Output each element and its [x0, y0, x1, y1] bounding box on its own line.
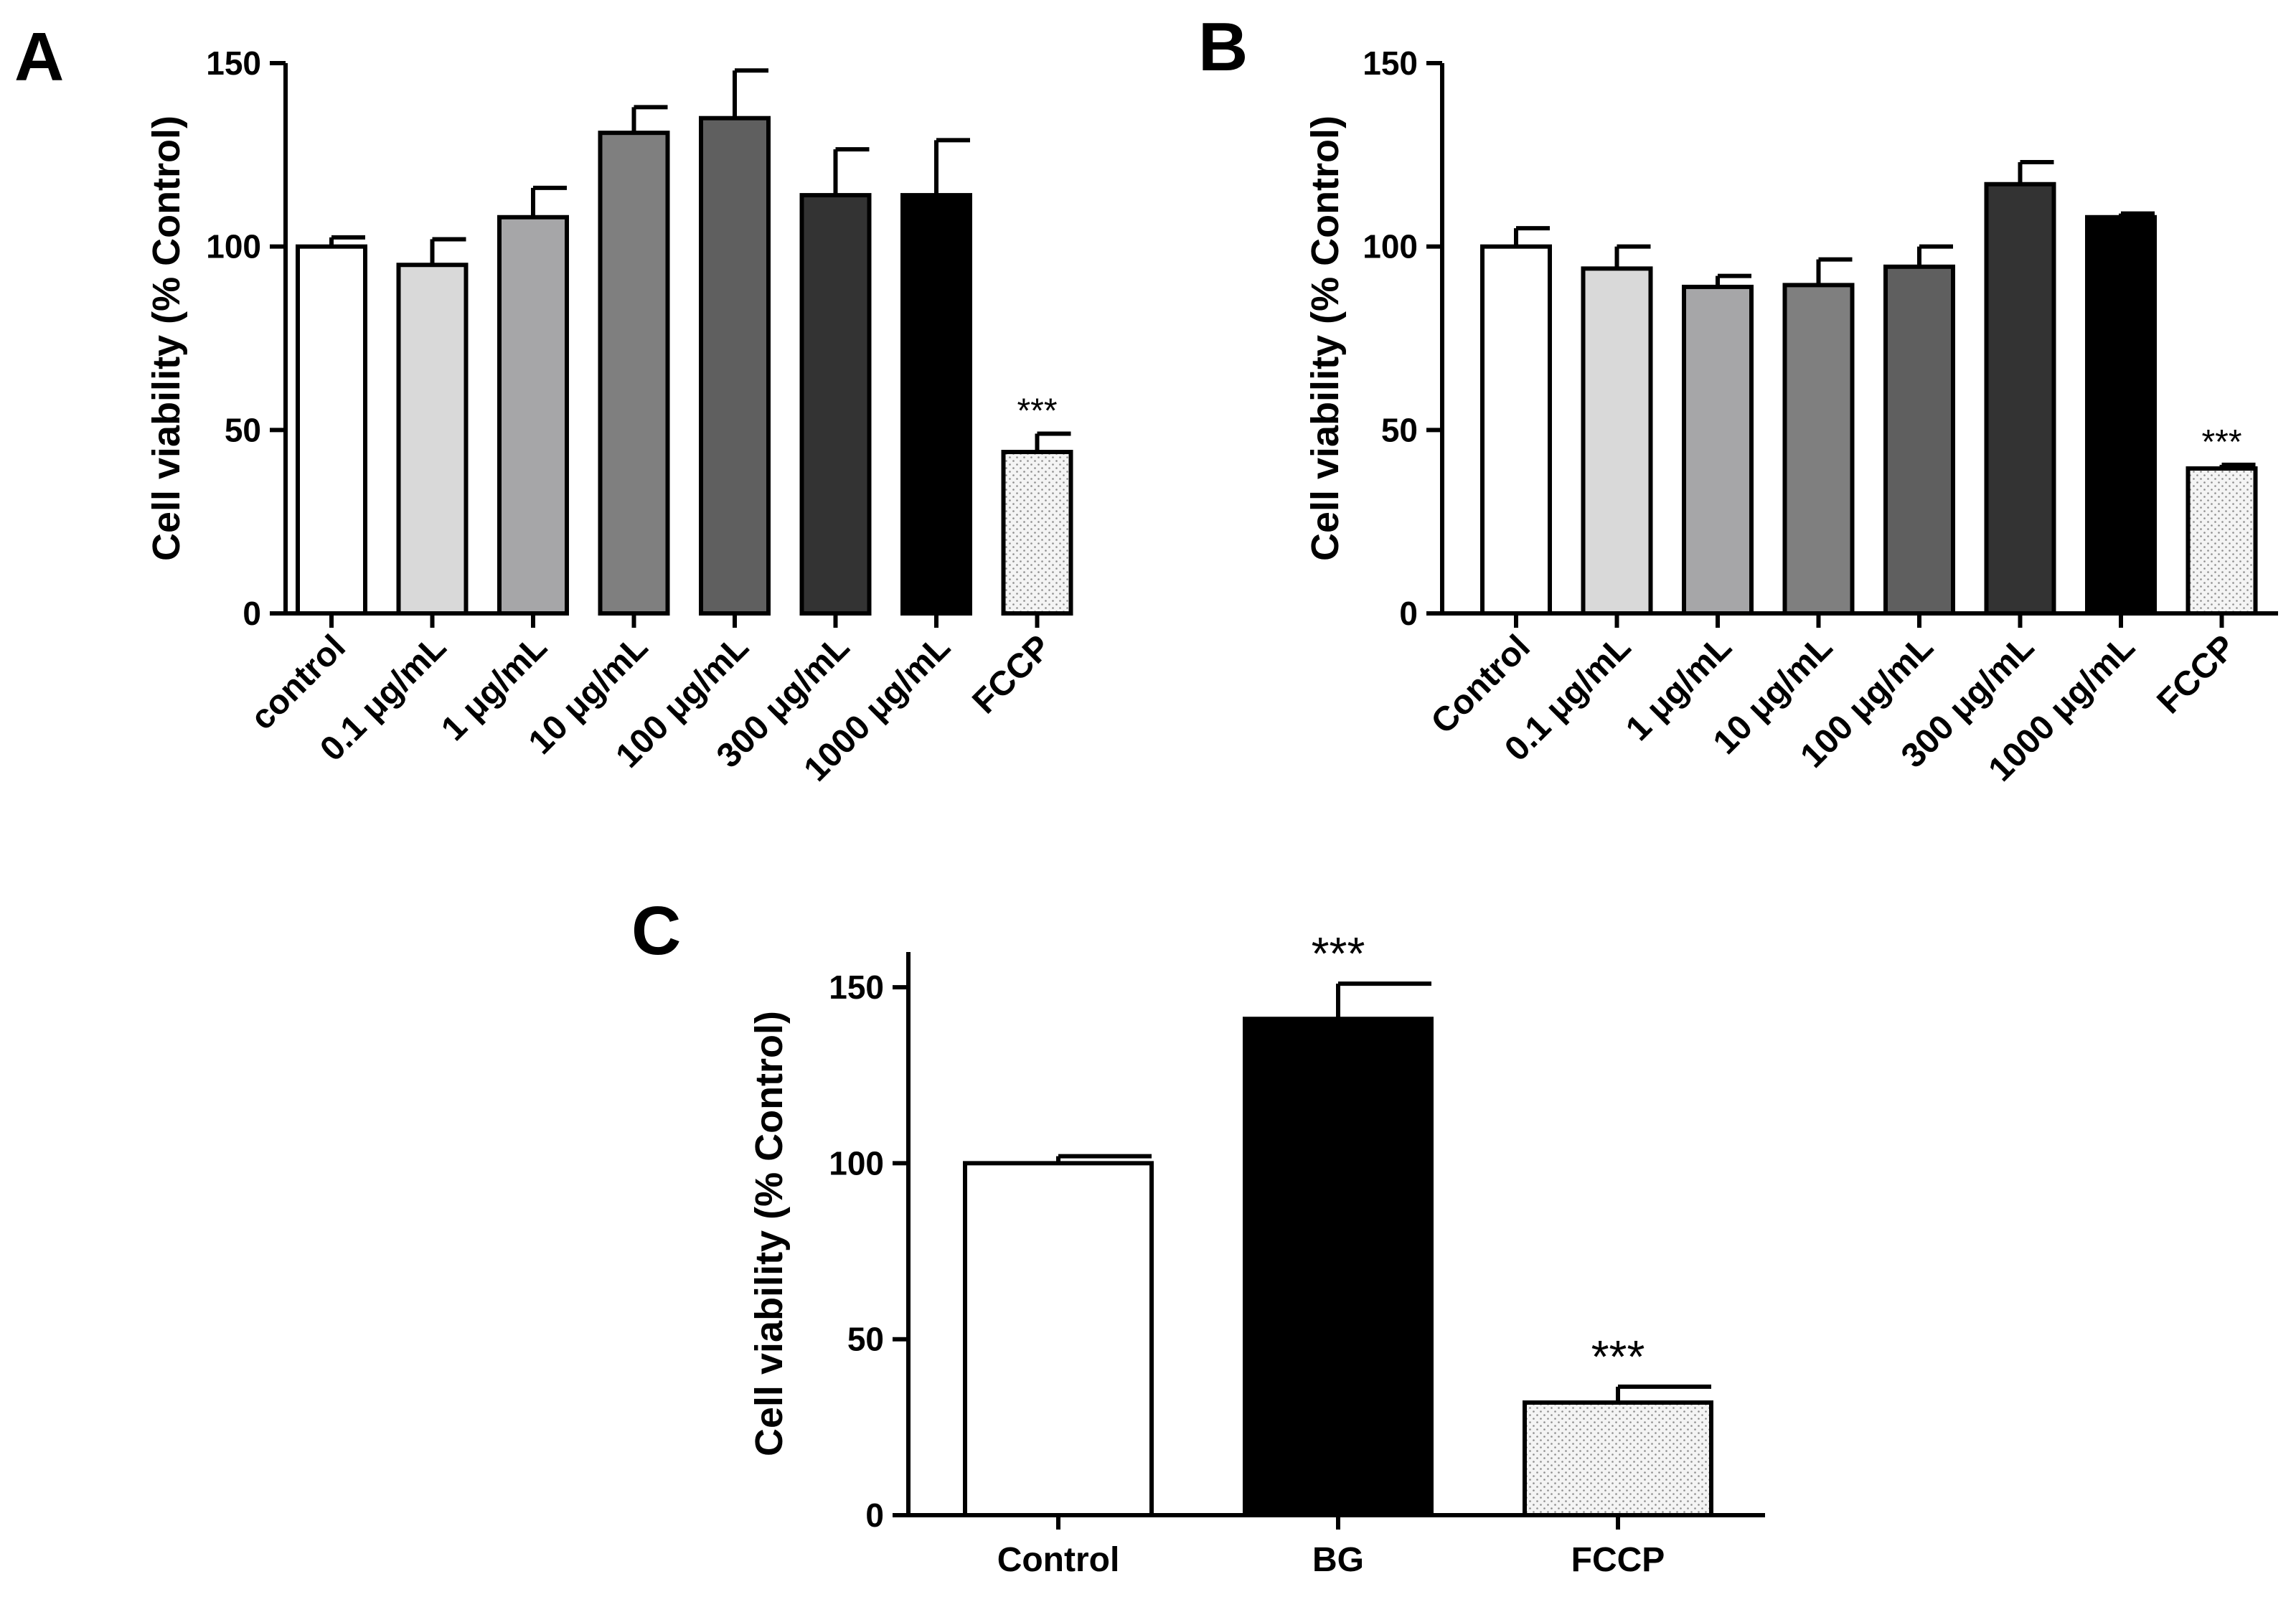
bar-b-4	[1883, 264, 1955, 616]
y-tick-label: 50	[847, 1321, 884, 1358]
y-tick-label: 150	[206, 44, 261, 82]
y-axis-title: Cell viability (% Control)	[748, 1011, 791, 1456]
bar-a-7	[1001, 450, 1073, 616]
bar-c-0	[963, 1161, 1154, 1517]
y-tick-label: 150	[829, 969, 884, 1006]
bar-b-0	[1480, 244, 1552, 616]
bar-b-1	[1581, 266, 1653, 616]
bar-c-1	[1243, 1017, 1434, 1517]
bar-a-2	[497, 215, 569, 616]
bar-c-2	[1523, 1400, 1713, 1517]
y-tick-label: 50	[225, 411, 261, 448]
bar-b-2	[1682, 284, 1754, 616]
bar-a-4	[699, 116, 771, 616]
bar-b-6	[2085, 215, 2157, 616]
y-tick-label: 0	[865, 1497, 884, 1534]
y-tick-label: 0	[243, 595, 261, 632]
x-category-label: Control	[997, 1541, 1120, 1579]
panel-c: C 0 50 100 150 Cell viability (% Control) Cont…	[631, 892, 1765, 1579]
y-axis-title: Cell viability (% Control)	[145, 116, 188, 561]
y-tick-label: 100	[1363, 228, 1418, 265]
significance-label: ***	[1017, 392, 1057, 430]
significance-label: ***	[1312, 928, 1365, 979]
y-axis-title: Cell viability (% Control)	[1304, 116, 1347, 561]
y-tick-label: 100	[206, 228, 261, 265]
significance-label: ***	[1591, 1331, 1645, 1382]
significance-label: ***	[2201, 423, 2241, 461]
x-category-label: FCCP	[1571, 1541, 1665, 1579]
bar-a-1	[396, 263, 469, 616]
bar-a-3	[598, 131, 670, 616]
bar-a-0	[296, 244, 367, 616]
bar-b-7	[2186, 466, 2258, 616]
x-category-label: BG	[1312, 1541, 1364, 1579]
y-tick-label: 150	[1363, 44, 1418, 82]
x-category-label: FCCP	[2150, 628, 2243, 721]
bar-a-6	[900, 193, 972, 616]
bar-a-5	[799, 193, 872, 616]
x-category-label: FCCP	[965, 628, 1058, 721]
y-tick-label: 50	[1381, 411, 1418, 448]
y-tick-label: 0	[1399, 595, 1418, 632]
y-tick-label: 100	[829, 1144, 884, 1182]
panel-letter: B	[1198, 9, 1248, 85]
panel-letter: A	[14, 19, 64, 95]
bar-b-3	[1782, 283, 1855, 616]
bar-b-5	[1984, 182, 2056, 616]
panel-letter: C	[631, 892, 681, 969]
